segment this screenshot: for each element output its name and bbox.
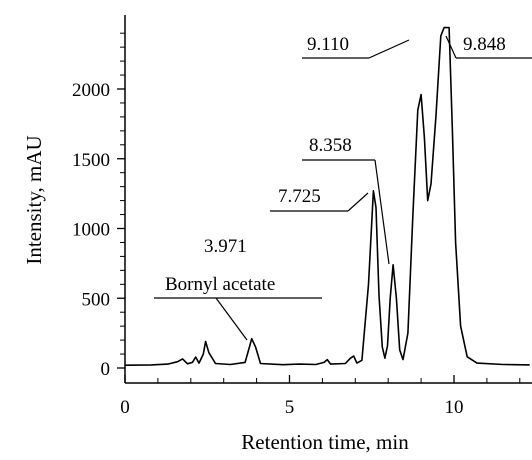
annotation-leader-3971-diag: [215, 297, 248, 341]
y-tick-label-1500: 1500: [72, 150, 110, 171]
chromatogram-trace: [124, 26, 530, 366]
x-tick-label-5: 5: [285, 397, 295, 418]
annotation-7725: 7.725: [278, 186, 321, 207]
x-tick-label-10: 10: [445, 397, 464, 418]
annotation-leader-7725-diag: [347, 192, 369, 212]
annotation-leader-8358-diag: [374, 159, 390, 265]
plot-area: 0 5 10 0 500 1000 1500 2000: [72, 15, 532, 418]
annotation-layer: 3.971 Bornyl acetate 7.725 8.358 9.110 9…: [154, 34, 532, 341]
annotation-bornyl-acetate: Bornyl acetate: [165, 274, 275, 295]
y-tick-label-500: 500: [82, 289, 111, 310]
annotation-8358: 8.358: [309, 135, 352, 156]
y-axis-title: Intensity, mAU: [22, 135, 46, 264]
y-tick-label-0: 0: [101, 359, 111, 380]
axis-ticks: 0 5 10 0 500 1000 1500 2000: [72, 32, 521, 418]
y-tick-label-1000: 1000: [72, 220, 110, 241]
y-tick-label-2000: 2000: [72, 80, 110, 101]
annotation-9110: 9.110: [307, 34, 349, 55]
annotation-leader-9110-diag: [368, 39, 410, 59]
annotation-leader-9848-diag: [445, 35, 457, 59]
x-tick-label-0: 0: [120, 397, 130, 418]
annotation-3971: 3.971: [204, 236, 247, 257]
annotation-9848: 9.848: [463, 34, 506, 55]
x-axis-title: Retention time, min: [241, 430, 409, 454]
